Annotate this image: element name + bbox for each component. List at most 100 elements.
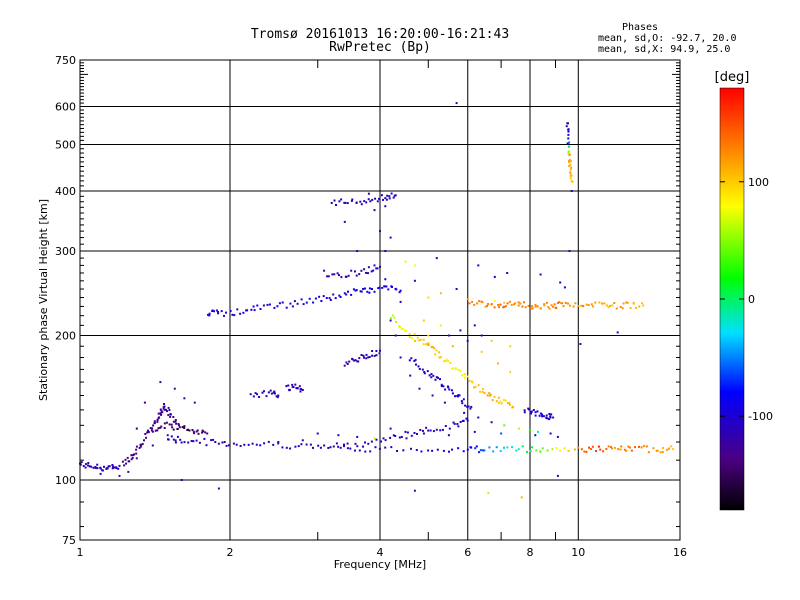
data-point — [285, 446, 288, 449]
data-point — [389, 319, 392, 322]
data-point — [435, 349, 438, 352]
data-point — [466, 339, 469, 342]
data-point — [620, 445, 623, 448]
data-point — [463, 411, 466, 414]
data-point — [220, 310, 223, 313]
data-point — [180, 479, 183, 481]
data-point — [477, 384, 480, 387]
data-point — [493, 275, 496, 278]
data-point — [568, 165, 571, 167]
data-point — [567, 302, 569, 305]
data-point — [327, 447, 330, 449]
data-point — [396, 450, 398, 452]
data-point — [635, 306, 638, 309]
data-point — [318, 295, 321, 298]
data-point — [127, 470, 130, 473]
data-point — [476, 302, 479, 305]
data-point — [92, 466, 95, 469]
data-point — [386, 194, 389, 197]
data-point — [588, 446, 590, 449]
data-point — [410, 337, 413, 340]
data-point — [555, 447, 558, 449]
data-point — [464, 404, 467, 407]
data-point — [392, 196, 395, 199]
data-point — [509, 345, 512, 348]
data-point — [79, 463, 82, 466]
data-point — [178, 424, 180, 427]
data-point — [569, 304, 571, 307]
data-point — [214, 441, 217, 443]
data-point — [169, 413, 172, 416]
data-point — [463, 376, 466, 379]
data-point — [457, 395, 459, 398]
data-point — [368, 287, 371, 290]
data-point — [256, 393, 259, 396]
data-point — [500, 402, 503, 405]
data-point — [394, 435, 397, 437]
data-point — [351, 358, 354, 361]
data-point — [497, 362, 499, 365]
data-point — [438, 356, 441, 359]
data-point — [444, 425, 447, 427]
data-point — [497, 396, 500, 399]
data-point — [492, 450, 495, 453]
data-point — [451, 389, 453, 392]
data-point — [360, 269, 363, 272]
data-point — [295, 387, 298, 390]
data-point — [420, 338, 423, 341]
data-point — [548, 413, 551, 415]
data-point — [433, 347, 436, 350]
data-point — [523, 409, 526, 412]
data-point — [597, 445, 600, 448]
data-point — [413, 432, 416, 434]
data-point — [416, 336, 419, 339]
data-point — [281, 301, 284, 304]
data-point — [483, 449, 486, 452]
data-point — [115, 466, 118, 469]
data-point — [504, 399, 507, 402]
data-point — [499, 400, 502, 403]
data-point — [96, 467, 99, 470]
data-point — [343, 443, 345, 446]
data-point — [642, 445, 645, 448]
data-point — [177, 423, 180, 425]
data-point — [198, 441, 201, 444]
data-point — [670, 445, 673, 448]
data-point — [138, 446, 141, 449]
data-point — [619, 448, 622, 451]
data-point — [467, 405, 470, 408]
data-point — [348, 360, 351, 363]
data-point — [332, 293, 335, 296]
data-point — [487, 303, 490, 305]
data-point — [556, 302, 559, 304]
data-point — [594, 301, 597, 304]
data-point — [375, 350, 378, 352]
data-point — [514, 302, 517, 305]
data-point — [508, 401, 511, 404]
data-point — [410, 447, 412, 450]
data-point — [159, 426, 162, 429]
data-point — [140, 444, 143, 447]
data-point — [246, 309, 249, 312]
data-point — [367, 192, 370, 195]
data-point — [296, 387, 299, 390]
data-point — [365, 271, 367, 274]
data-point — [157, 412, 160, 415]
data-point — [350, 199, 353, 202]
data-point — [223, 441, 226, 443]
data-point — [603, 302, 606, 305]
data-point — [517, 304, 520, 307]
data-point — [135, 452, 138, 455]
data-point — [480, 334, 483, 337]
data-point — [568, 153, 571, 156]
data-point — [488, 446, 491, 449]
data-point — [459, 369, 462, 372]
data-point — [439, 356, 442, 359]
data-point — [380, 440, 382, 443]
data-point — [400, 327, 403, 330]
data-point — [591, 445, 594, 448]
data-point — [437, 376, 439, 379]
data-point — [530, 410, 533, 413]
data-point — [422, 432, 425, 435]
data-point — [289, 447, 292, 450]
